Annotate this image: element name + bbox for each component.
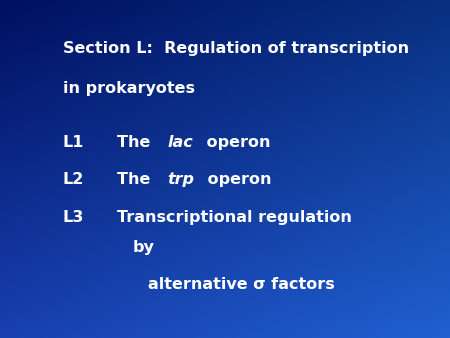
Text: L2: L2	[63, 172, 85, 187]
Text: The: The	[117, 172, 156, 187]
Text: operon: operon	[201, 135, 270, 150]
Text: operon: operon	[202, 172, 272, 187]
Text: in prokaryotes: in prokaryotes	[63, 81, 195, 96]
Text: The: The	[117, 135, 156, 150]
Text: L1: L1	[63, 135, 85, 150]
Text: trp: trp	[167, 172, 194, 187]
Text: alternative σ factors: alternative σ factors	[148, 277, 335, 292]
Text: Transcriptional regulation: Transcriptional regulation	[117, 210, 352, 224]
Text: by: by	[133, 240, 155, 255]
Text: Section L:  Regulation of transcription: Section L: Regulation of transcription	[63, 41, 409, 55]
Text: lac: lac	[167, 135, 193, 150]
Text: L3: L3	[63, 210, 85, 224]
